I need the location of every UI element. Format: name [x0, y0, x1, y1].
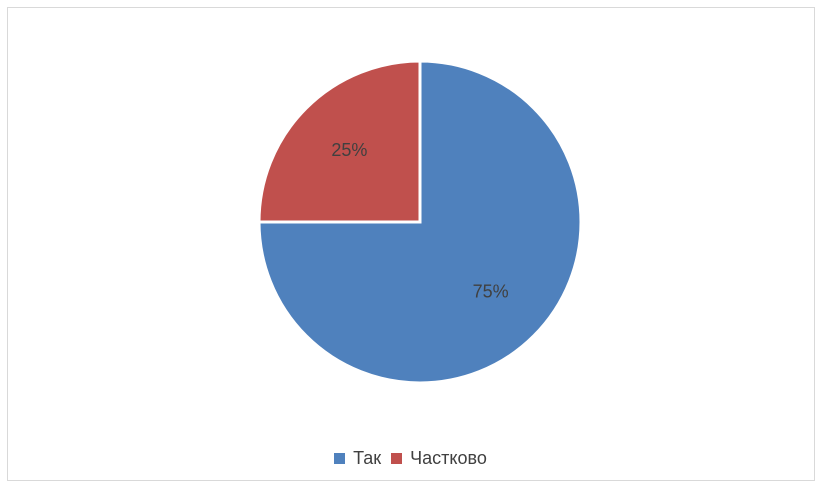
- legend: Так Частково: [0, 448, 821, 469]
- legend-item-tak: Так: [334, 448, 381, 469]
- pie-slice-labels: 75% 25%: [331, 140, 508, 301]
- pie-slices: [257, 59, 583, 385]
- pie-slice-chastkovo: [257, 59, 422, 224]
- pie-label-chastkovo: 25%: [331, 140, 367, 160]
- legend-swatch-chastkovo: [391, 453, 403, 464]
- legend-item-chastkovo: Частково: [391, 448, 487, 469]
- legend-label-chastkovo: Частково: [410, 448, 487, 468]
- legend-swatch-tak: [334, 453, 346, 464]
- pie-label-tak: 75%: [473, 281, 509, 301]
- legend-label-tak: Так: [353, 448, 382, 468]
